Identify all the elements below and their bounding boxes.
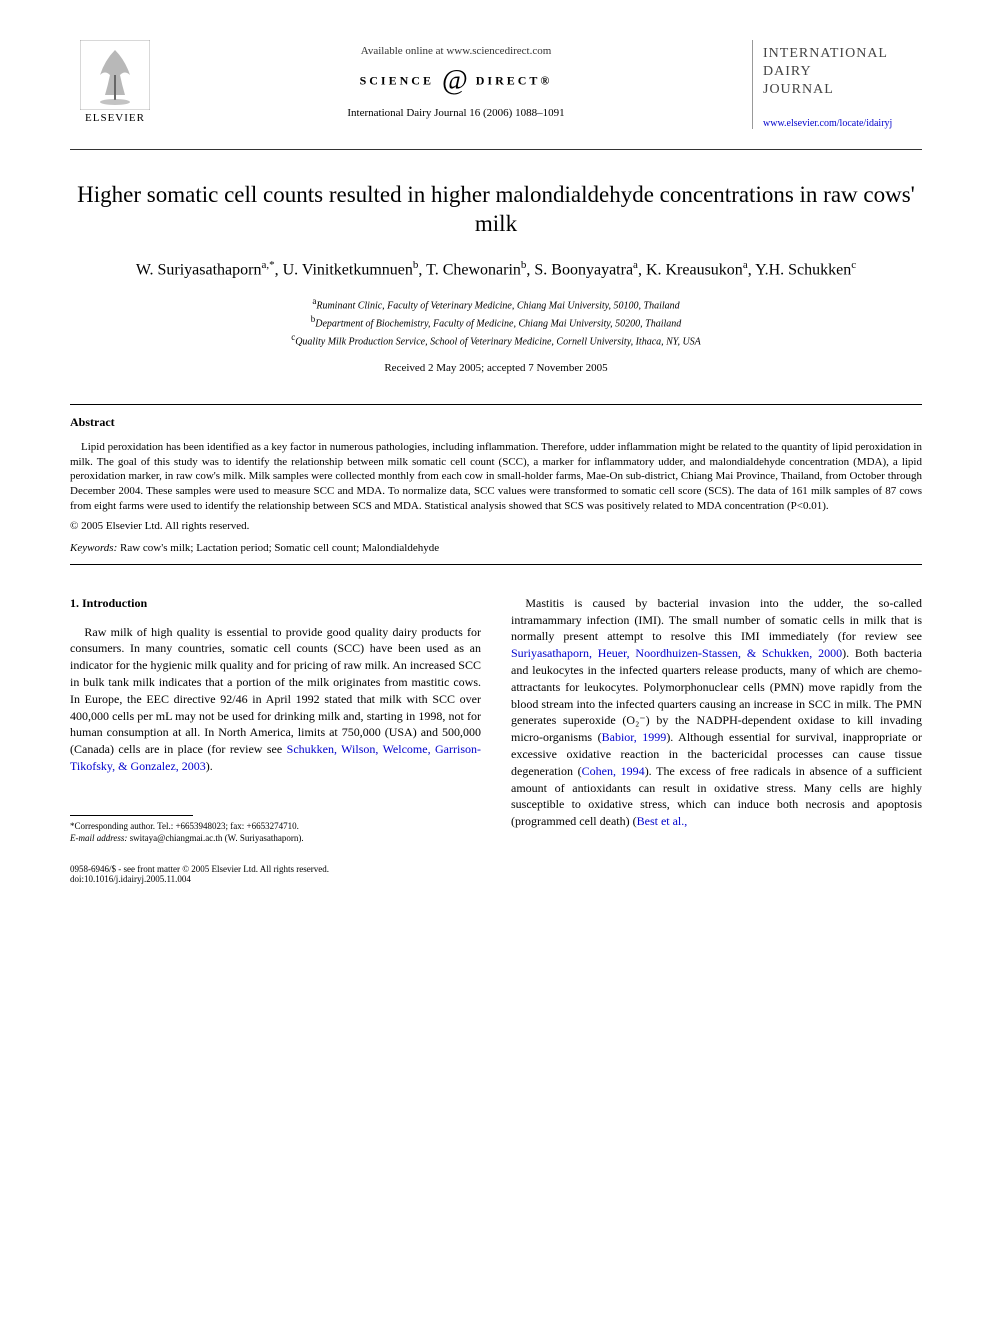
sd-right: DIRECT® [476, 74, 553, 88]
corr-author-line: *Corresponding author. Tel.: +6653948023… [70, 821, 481, 833]
elsevier-label: ELSEVIER [85, 112, 145, 124]
header-center: Available online at www.sciencedirect.co… [160, 40, 752, 119]
body-columns: 1. Introduction Raw milk of high quality… [70, 595, 922, 844]
ref-cohen[interactable]: Cohen, 1994 [582, 764, 645, 778]
affiliation-line: bDepartment of Biochemistry, Faculty of … [70, 313, 922, 331]
sd-at-icon: @ [442, 65, 468, 96]
received-dates: Received 2 May 2005; accepted 7 November… [70, 362, 922, 374]
issn-line: 0958-6946/$ - see front matter © 2005 El… [70, 864, 539, 874]
intro-text-1b: ). [206, 759, 213, 773]
abstract-copyright: © 2005 Elsevier Ltd. All rights reserved… [70, 520, 922, 532]
journal-url-link[interactable]: www.elsevier.com/locate/idairyj [763, 118, 922, 129]
article-title: Higher somatic cell counts resulted in h… [70, 180, 922, 240]
affiliation-list: aRuminant Clinic, Faculty of Veterinary … [70, 295, 922, 350]
left-column: 1. Introduction Raw milk of high quality… [70, 595, 481, 844]
sd-left: SCIENCE [360, 74, 434, 88]
abstract-top-divider [70, 404, 922, 405]
keywords-label: Keywords: [70, 542, 117, 554]
corr-email-line: E-mail address: switaya@chiangmai.ac.th … [70, 833, 481, 845]
right-column: Mastitis is caused by bacterial invasion… [511, 595, 922, 844]
ref-suriyasathaporn[interactable]: Suriyasathaporn, Heuer, Noordhuizen-Stas… [511, 646, 842, 660]
page-header: ELSEVIER Available online at www.science… [70, 40, 922, 129]
brand-line-2: DAIRY [763, 63, 922, 81]
header-divider [70, 149, 922, 150]
affiliation-line: aRuminant Clinic, Faculty of Veterinary … [70, 295, 922, 313]
keywords-line: Keywords: Raw cow's milk; Lactation peri… [70, 542, 922, 554]
intro-heading: 1. Introduction [70, 595, 481, 612]
abstract-bottom-divider [70, 564, 922, 565]
intro-text-1a: Raw milk of high quality is essential to… [70, 625, 481, 757]
journal-reference: International Dairy Journal 16 (2006) 10… [160, 107, 752, 119]
elsevier-tree-icon [80, 40, 150, 110]
available-online-text: Available online at www.sciencedirect.co… [160, 45, 752, 57]
doi-line: doi:10.1016/j.idairyj.2005.11.004 [70, 874, 539, 884]
intro-text-2a: Mastitis is caused by bacterial invasion… [511, 596, 922, 644]
science-direct-logo: SCIENCE @ DIRECT® [160, 65, 752, 97]
brand-line-1: INTERNATIONAL [763, 45, 922, 63]
brand-line-3: JOURNAL [763, 81, 922, 99]
footnote-separator [70, 815, 193, 816]
author-list: W. Suriyasathaporna,*, U. Vinitketkumnue… [70, 257, 922, 282]
journal-name: INTERNATIONAL DAIRY JOURNAL [763, 45, 922, 100]
abstract-text: Lipid peroxidation has been identified a… [70, 440, 922, 514]
page-footer: 0958-6946/$ - see front matter © 2005 El… [70, 864, 922, 884]
email-value: switaya@chiangmai.ac.th (W. Suriyasathap… [127, 833, 303, 843]
ref-best[interactable]: Best et al., [637, 814, 688, 828]
corresponding-author-footnote: *Corresponding author. Tel.: +6653948023… [70, 821, 481, 844]
footer-left: 0958-6946/$ - see front matter © 2005 El… [70, 864, 539, 884]
journal-brand-block: INTERNATIONAL DAIRY JOURNAL www.elsevier… [752, 40, 922, 129]
intro-para-2: Mastitis is caused by bacterial invasion… [511, 595, 922, 830]
abstract-body: Lipid peroxidation has been identified a… [70, 440, 922, 514]
ref-babior[interactable]: Babior, 1999 [602, 730, 667, 744]
elsevier-logo-block: ELSEVIER [70, 40, 160, 124]
affiliation-line: cQuality Milk Production Service, School… [70, 331, 922, 349]
email-label: E-mail address: [70, 833, 127, 843]
keywords-text: Raw cow's milk; Lactation period; Somati… [117, 542, 439, 554]
intro-para-1: Raw milk of high quality is essential to… [70, 624, 481, 775]
abstract-heading: Abstract [70, 415, 922, 430]
